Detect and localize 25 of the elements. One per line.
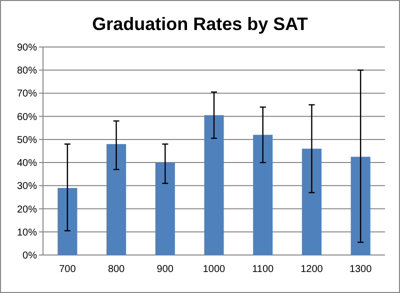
- bar: [204, 115, 224, 255]
- x-tick-label: 1100: [252, 264, 274, 275]
- x-tick-label: 1000: [202, 264, 226, 275]
- bar: [58, 188, 78, 255]
- y-tick-label: 50%: [16, 134, 38, 146]
- bar: [253, 134, 273, 255]
- y-tick-label: 30%: [16, 181, 38, 192]
- bar: [302, 148, 322, 255]
- x-tick-label: 900: [156, 264, 174, 275]
- x-tick-label: 1300: [349, 264, 372, 275]
- y-tick-label: 40%: [16, 158, 38, 170]
- y-tick-label: 70%: [16, 88, 38, 100]
- y-tick-label: 60%: [16, 112, 38, 123]
- x-tick-label: 700: [59, 264, 76, 275]
- bar: [106, 144, 126, 255]
- y-tick-label: 10%: [16, 227, 38, 238]
- y-tick-label: 0%: [22, 250, 38, 262]
- y-tick-label: 90%: [16, 42, 38, 54]
- x-tick-label: 800: [108, 264, 126, 275]
- x-tick-label: 1200: [300, 264, 324, 275]
- bar: [350, 156, 370, 255]
- y-tick-label: 20%: [16, 204, 38, 216]
- chart-title: Graduation Rates by SAT: [92, 14, 308, 34]
- y-tick-label: 80%: [16, 66, 38, 77]
- bar: [155, 162, 175, 255]
